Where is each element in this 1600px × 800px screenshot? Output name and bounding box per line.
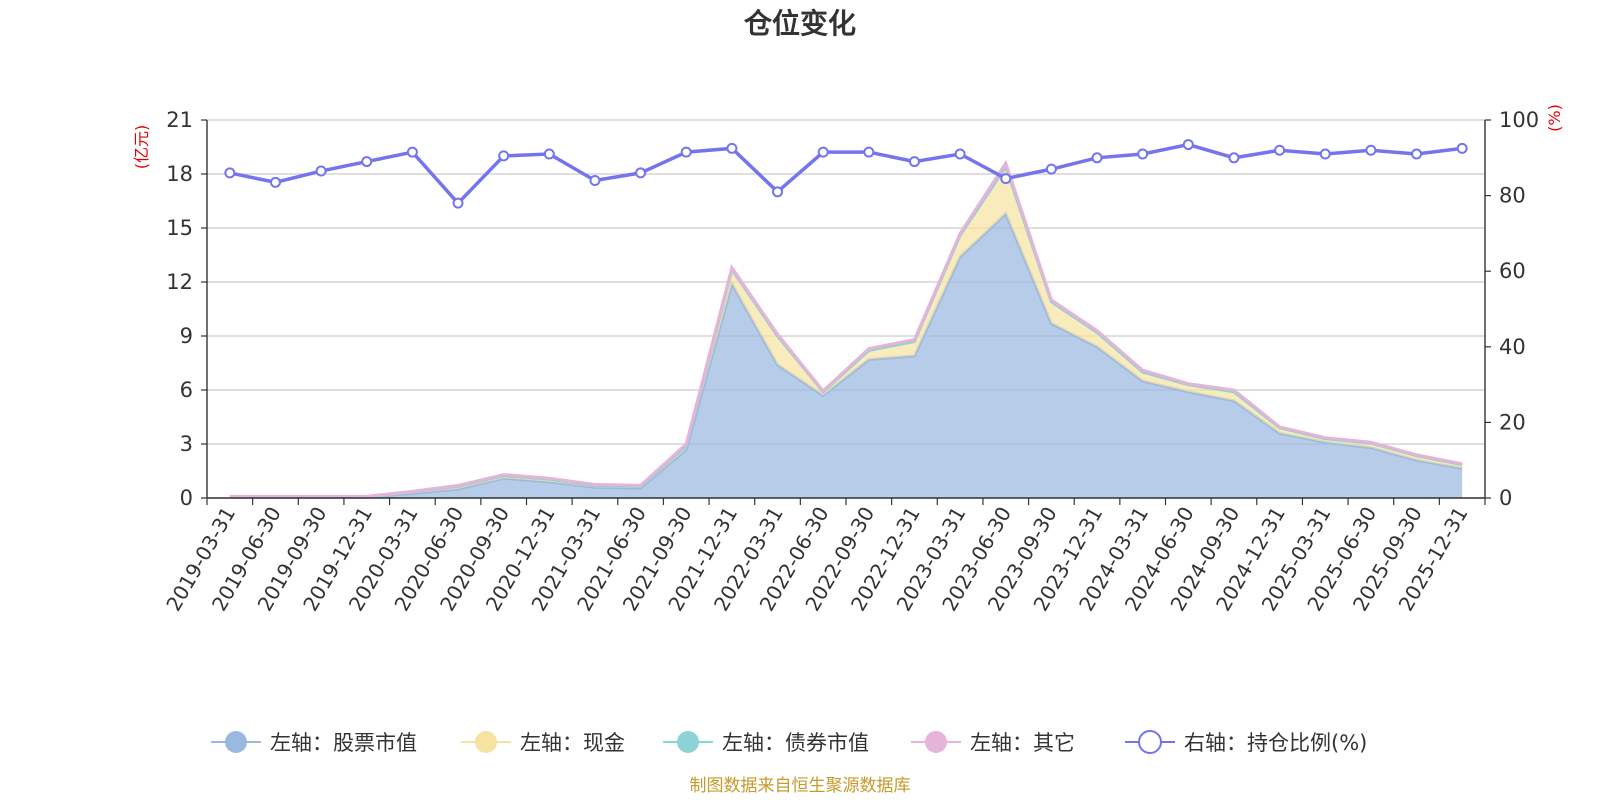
legend-label: 左轴：股票市值 [270, 731, 417, 755]
legend-marker-icon [225, 731, 247, 753]
position-ratio-point [315, 165, 327, 177]
stacked-areas [229, 159, 1463, 499]
right-tick-label: 80 [1499, 184, 1526, 208]
left-tick-label: 15 [166, 216, 193, 240]
legend[interactable]: 左轴：股票市值 左轴：现金 左轴：债券市值 左轴：其它 右轴：持仓比例(%) [211, 730, 1367, 755]
position-ratio-point [498, 150, 510, 162]
position-ratio-point [1137, 148, 1149, 160]
legend-label: 左轴：其它 [970, 731, 1075, 755]
legend-item[interactable]: 左轴：其它 [911, 731, 1075, 755]
source-note: 制图数据来自恒生聚源数据库 [690, 776, 911, 796]
left-axis-unit: (亿元) [132, 125, 151, 170]
position-ratio-point [863, 146, 875, 158]
legend-label: 左轴：现金 [520, 731, 625, 755]
legend-item[interactable]: 左轴：现金 [461, 731, 625, 755]
legend-item[interactable]: 右轴：持仓比例(%) [1125, 730, 1367, 755]
legend-item[interactable]: 左轴：债券市值 [663, 731, 869, 755]
position-ratio-point [726, 142, 738, 154]
position-ratio-point [589, 174, 601, 186]
ratio-line [224, 139, 1468, 209]
right-tick-label: 60 [1499, 259, 1526, 283]
position-ratio-point [635, 167, 647, 179]
chart-title: 仓位变化 [744, 7, 856, 40]
left-tick-label: 9 [180, 324, 193, 348]
position-ratio-point [361, 156, 373, 168]
position-ratio-point [1274, 144, 1286, 156]
left-tick-label: 21 [166, 108, 193, 132]
left-tick-label: 18 [166, 162, 193, 186]
position-ratio-point [1411, 148, 1423, 160]
left-tick-label: 6 [180, 378, 193, 402]
right-tick-label: 40 [1499, 335, 1526, 359]
position-ratio-point [406, 146, 418, 158]
position-ratio-line [229, 142, 1463, 206]
position-ratio-point [1228, 152, 1240, 164]
legend-label: 右轴：持仓比例(%) [1184, 731, 1367, 755]
position-ratio-point [954, 148, 966, 160]
position-ratio-point [817, 146, 829, 158]
right-tick-label: 20 [1499, 410, 1526, 434]
position-ratio-point [224, 167, 236, 179]
position-ratio-point [269, 176, 281, 188]
position-ratio-point [772, 186, 784, 198]
legend-label: 左轴：债券市值 [722, 731, 869, 755]
position-ratio-point [1365, 144, 1377, 156]
other-area-edge [229, 159, 1463, 498]
position-ratio-point [1091, 152, 1103, 164]
position-ratio-point [543, 148, 555, 160]
left-tick-label: 3 [180, 432, 193, 456]
position-ratio-point [1045, 163, 1057, 175]
position-ratio-point [452, 197, 464, 209]
position-ratio-point [680, 146, 692, 158]
stock-area [229, 213, 1463, 498]
right-tick-label: 100 [1499, 108, 1539, 132]
position-ratio-point [1000, 173, 1012, 185]
legend-marker-icon [925, 731, 947, 753]
position-ratio-point [1319, 148, 1331, 160]
position-ratio-point [1182, 139, 1194, 151]
legend-item[interactable]: 左轴：股票市值 [211, 731, 417, 755]
legend-marker-icon [475, 731, 497, 753]
legend-marker-icon [677, 731, 699, 753]
axes: 0369121518210204060801002019-03-312019-0… [161, 108, 1539, 615]
legend-marker-icon [1138, 730, 1162, 754]
position-ratio-point [908, 156, 920, 168]
left-tick-label: 12 [166, 270, 193, 294]
right-tick-label: 0 [1499, 486, 1512, 510]
right-axis-unit: (%) [1545, 104, 1564, 132]
left-tick-label: 0 [180, 486, 193, 510]
position-ratio-point [1456, 142, 1468, 154]
